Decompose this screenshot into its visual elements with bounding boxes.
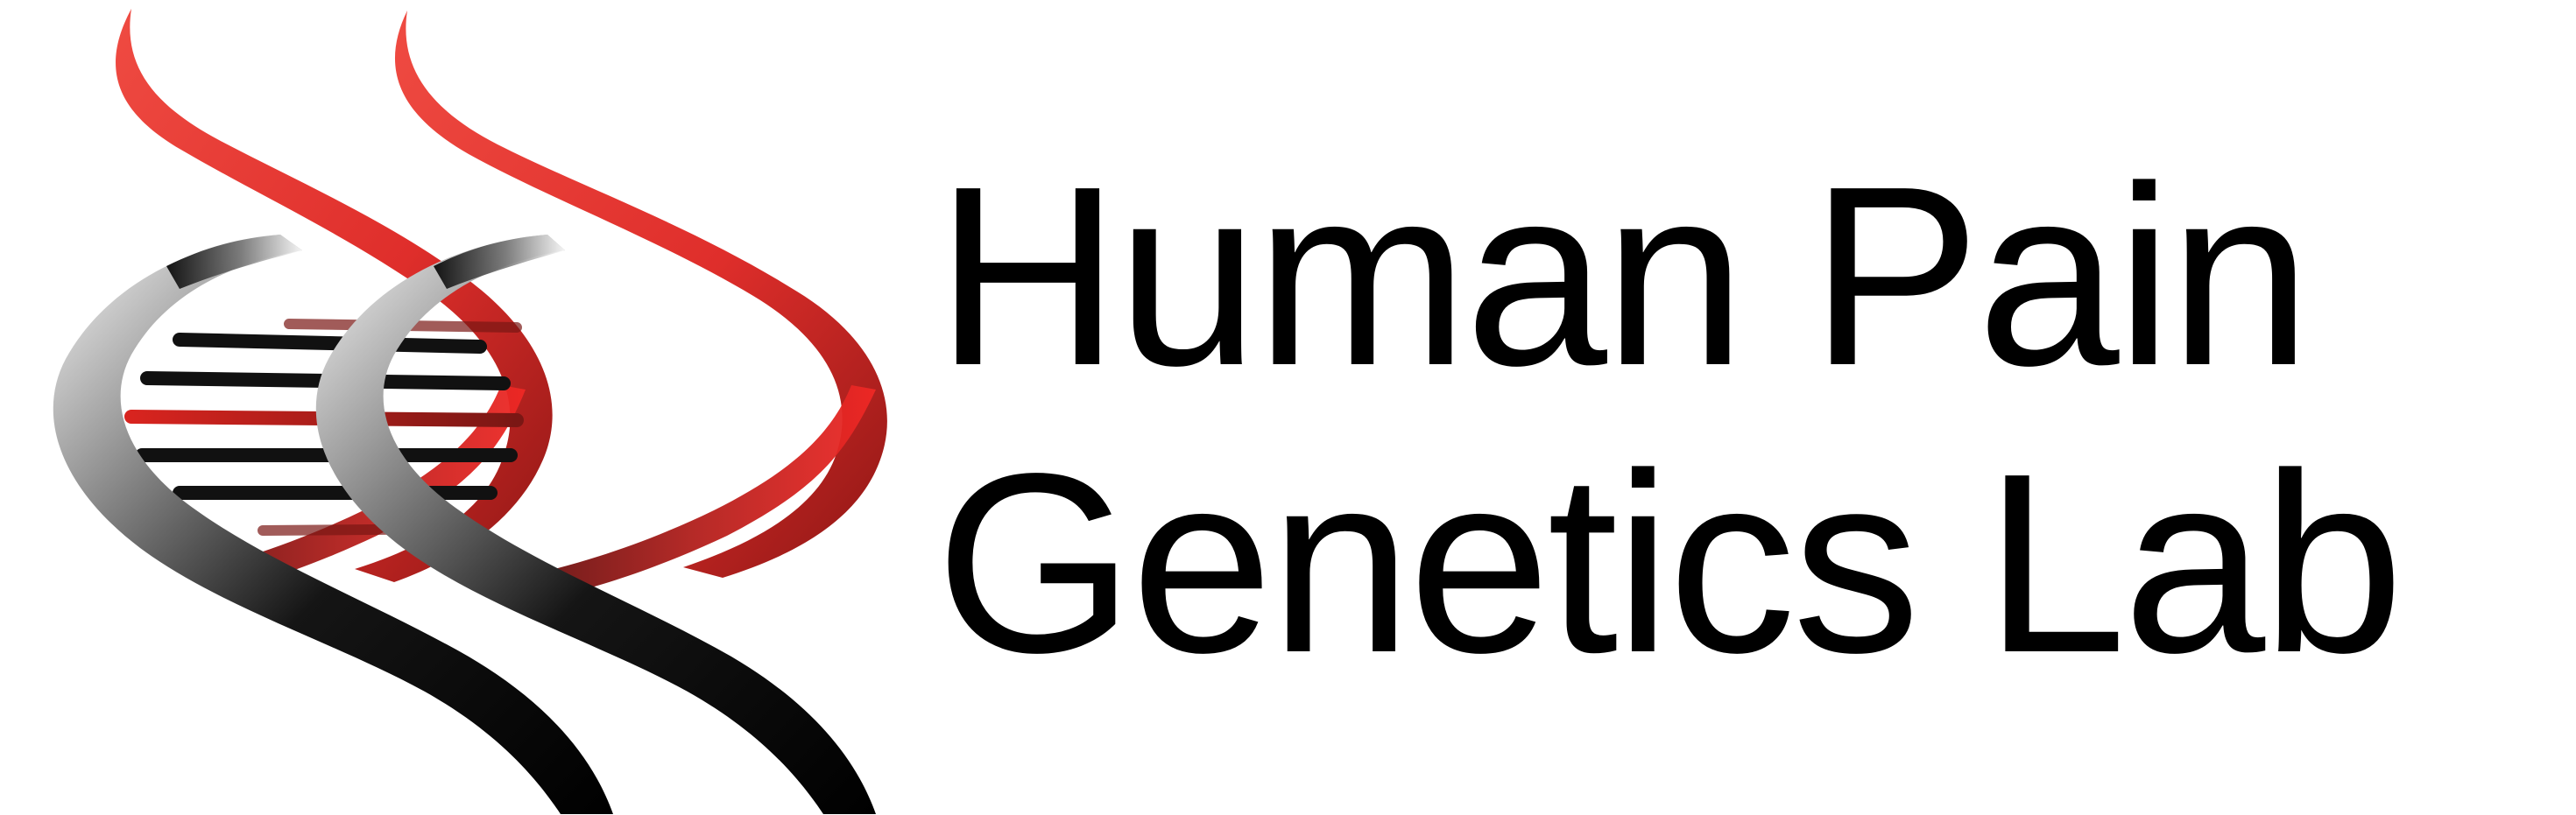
dna-double-helix-icon	[53, 9, 887, 814]
lab-name-line-1: Human Pain	[935, 133, 2311, 418]
lab-name-line-2: Genetics Lab	[935, 420, 2404, 706]
lab-name: Human Pain Genetics Lab	[935, 131, 2556, 706]
